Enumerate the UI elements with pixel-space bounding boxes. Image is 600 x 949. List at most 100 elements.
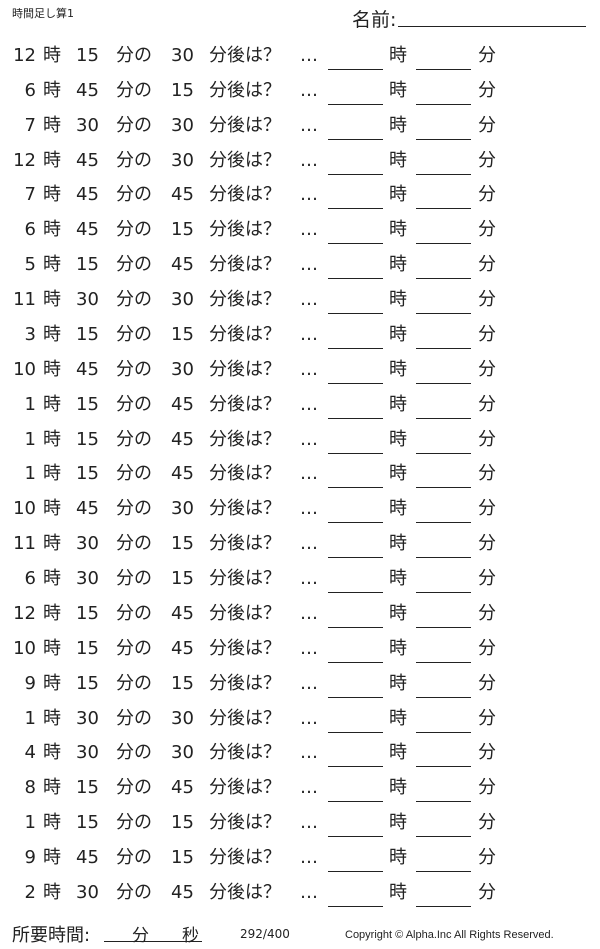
problem-row: 9 時 45 分の 15 分後は？… 時分 — [0, 843, 600, 873]
answer-minute-field[interactable] — [416, 278, 471, 280]
answer-minute-field[interactable] — [416, 347, 471, 349]
answer-hour-label: 時 — [389, 533, 407, 555]
answer-hour-field[interactable] — [328, 871, 383, 872]
ellipsis: … — [300, 602, 318, 624]
answer-hour-label: 時 — [389, 358, 407, 380]
answer-minute-field[interactable] — [416, 557, 471, 559]
hour-label: 時 — [43, 672, 61, 694]
answer-minute-field[interactable] — [416, 382, 471, 384]
answer-minute-label: 分 — [478, 707, 496, 729]
start-minute: 45 — [76, 79, 99, 101]
start-hour: 5 — [24, 254, 36, 276]
answer-minute-field[interactable] — [416, 138, 471, 140]
answer-hour-field[interactable] — [328, 69, 383, 70]
answer-minute-field[interactable] — [416, 592, 471, 594]
time-required-field[interactable] — [104, 941, 202, 942]
answer-minute-field[interactable] — [416, 801, 471, 803]
answer-hour-field[interactable] — [328, 243, 383, 245]
minute-of-label: 分の — [116, 463, 152, 485]
start-hour: 1 — [24, 812, 36, 834]
start-minute: 45 — [76, 184, 99, 206]
answer-minute-field[interactable] — [416, 522, 471, 524]
answer-hour-field[interactable] — [328, 278, 383, 280]
answer-minute-field[interactable] — [416, 696, 471, 698]
answer-hour-label: 時 — [389, 254, 407, 276]
answer-hour-field[interactable] — [328, 731, 383, 733]
minute-of-label: 分の — [116, 533, 152, 555]
answer-hour-field[interactable] — [328, 592, 383, 594]
answer-minute-field[interactable] — [416, 766, 471, 768]
answer-minute-field[interactable] — [416, 69, 471, 70]
name-field[interactable] — [398, 26, 586, 27]
answer-hour-field[interactable] — [328, 452, 383, 454]
answer-hour-field[interactable] — [328, 557, 383, 559]
ellipsis: … — [300, 79, 318, 101]
answer-hour-field[interactable] — [328, 661, 383, 663]
start-hour: 9 — [24, 847, 36, 868]
after-label: 分後は？ — [209, 79, 281, 101]
problem-row: 7 時 45 分の 45 分後は？… 時分 — [0, 180, 600, 210]
answer-hour-field[interactable] — [328, 103, 383, 105]
answer-minute-label: 分 — [478, 463, 496, 485]
answer-hour-label: 時 — [389, 114, 407, 136]
answer-minute-label: 分 — [478, 114, 496, 136]
answer-hour-field[interactable] — [328, 138, 383, 140]
answer-minute-field[interactable] — [416, 173, 471, 175]
start-minute: 15 — [76, 428, 99, 450]
answer-hour-field[interactable] — [328, 347, 383, 349]
added-minutes: 45 — [171, 428, 194, 450]
hour-label: 時 — [43, 498, 61, 520]
answer-minute-field[interactable] — [416, 905, 471, 907]
answer-minute-field[interactable] — [416, 313, 471, 315]
answer-minute-label: 分 — [478, 498, 496, 520]
answer-hour-field[interactable] — [328, 522, 383, 524]
answer-minute-field[interactable] — [416, 487, 471, 489]
answer-minute-field[interactable] — [416, 208, 471, 210]
problem-row: 3 時 15 分の 15 分後は？… 時分 — [0, 320, 600, 350]
answer-hour-field[interactable] — [328, 208, 383, 210]
answer-hour-field[interactable] — [328, 382, 383, 384]
answer-minute-field[interactable] — [416, 417, 471, 419]
answer-minute-field[interactable] — [416, 661, 471, 663]
answer-hour-field[interactable] — [328, 417, 383, 419]
start-minute: 45 — [76, 149, 99, 171]
answer-hour-field[interactable] — [328, 626, 383, 628]
answer-minute-label: 分 — [478, 219, 496, 241]
hour-label: 時 — [43, 812, 61, 834]
answer-hour-field[interactable] — [328, 173, 383, 175]
hour-label: 時 — [43, 114, 61, 136]
answer-hour-field[interactable] — [328, 905, 383, 907]
answer-minute-field[interactable] — [416, 243, 471, 245]
answer-hour-label: 時 — [389, 289, 407, 311]
answer-hour-field[interactable] — [328, 801, 383, 803]
answer-minute-field[interactable] — [416, 452, 471, 454]
start-minute: 15 — [76, 254, 99, 276]
start-minute: 45 — [76, 219, 99, 241]
problem-row: 7 時 30 分の 30 分後は？… 時分 — [0, 111, 600, 141]
answer-minute-field[interactable] — [416, 731, 471, 733]
answer-minute-field[interactable] — [416, 103, 471, 105]
answer-minute-label: 分 — [478, 812, 496, 834]
answer-minute-field[interactable] — [416, 871, 471, 872]
hour-label: 時 — [43, 149, 61, 171]
minute-of-label: 分の — [116, 498, 152, 520]
ellipsis: … — [300, 149, 318, 171]
answer-hour-field[interactable] — [328, 313, 383, 315]
answer-minute-field[interactable] — [416, 626, 471, 628]
answer-hour-field[interactable] — [328, 836, 383, 838]
answer-hour-label: 時 — [389, 149, 407, 171]
problem-row: 1 時 15 分の 45 分後は？… 時分 — [0, 459, 600, 489]
after-label: 分後は？ — [209, 114, 281, 136]
hour-label: 時 — [43, 637, 61, 659]
answer-hour-field[interactable] — [328, 696, 383, 698]
added-minutes: 30 — [171, 149, 194, 171]
added-minutes: 15 — [171, 847, 194, 868]
answer-minute-field[interactable] — [416, 836, 471, 838]
answer-minute-label: 分 — [478, 428, 496, 450]
start-hour: 7 — [24, 184, 36, 206]
minute-of-label: 分の — [116, 637, 152, 659]
answer-hour-field[interactable] — [328, 766, 383, 768]
answer-hour-field[interactable] — [328, 487, 383, 489]
answer-hour-label: 時 — [389, 777, 407, 799]
start-hour: 8 — [24, 777, 36, 799]
